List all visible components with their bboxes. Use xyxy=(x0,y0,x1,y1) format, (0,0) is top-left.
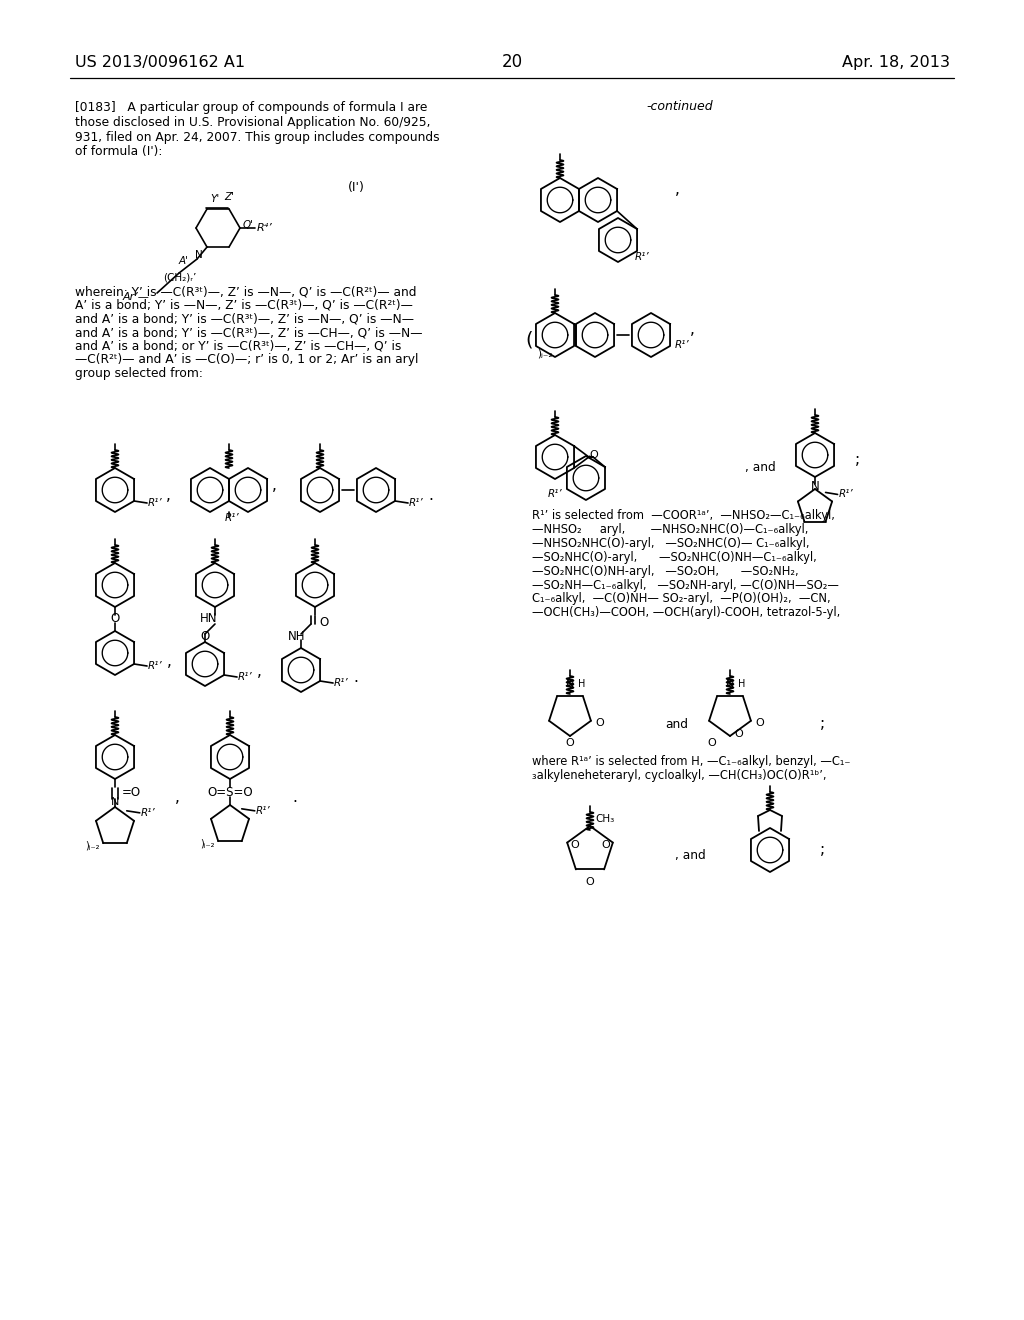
Text: ;: ; xyxy=(855,453,860,467)
Text: ,: , xyxy=(257,664,262,680)
Text: , and: , and xyxy=(675,849,706,862)
Text: Z': Z' xyxy=(224,191,234,202)
Text: —SO₂NHC(O)NH-aryl,   —SO₂OH,      —SO₂NH₂,: —SO₂NHC(O)NH-aryl, —SO₂OH, —SO₂NH₂, xyxy=(532,565,799,578)
Text: Ar’—: Ar’— xyxy=(122,292,150,302)
Text: O: O xyxy=(589,450,598,459)
Text: —NHSO₂NHC(O)-aryl,   —SO₂NHC(O)— C₁₋₆alkyl,: —NHSO₂NHC(O)-aryl, —SO₂NHC(O)— C₁₋₆alkyl… xyxy=(532,537,810,550)
Text: )ⱼ₋₂: )ⱼ₋₂ xyxy=(85,840,99,850)
Text: O=S=O: O=S=O xyxy=(207,785,253,799)
Text: —SO₂NH—C₁₋₆alkyl,   —SO₂NH-aryl, —C(O)NH—SO₂—: —SO₂NH—C₁₋₆alkyl, —SO₂NH-aryl, —C(O)NH—S… xyxy=(532,578,839,591)
Text: R¹’: R¹’ xyxy=(225,513,240,523)
Text: ;: ; xyxy=(820,842,825,858)
Text: O: O xyxy=(734,729,742,739)
Text: R¹’: R¹’ xyxy=(148,661,163,671)
Text: of formula (I'):: of formula (I'): xyxy=(75,145,163,158)
Text: —C(R²ᵗ)— and A’ is —C(O)—; r’ is 0, 1 or 2; Ar’ is an aryl: —C(R²ᵗ)— and A’ is —C(O)—; r’ is 0, 1 or… xyxy=(75,352,419,366)
Text: ,: , xyxy=(675,182,680,198)
Text: group selected from:: group selected from: xyxy=(75,367,203,380)
Text: O: O xyxy=(565,738,574,748)
Text: (: ( xyxy=(525,330,534,350)
Text: and A’ is a bond; or Y’ is —C(R³ᵗ)—, Z’ is —CH—, Q’ is: and A’ is a bond; or Y’ is —C(R³ᵗ)—, Z’ … xyxy=(75,339,401,352)
Text: ₃alkyleneheteraryl, cycloalkyl, —CH(CH₃)OC(O)R¹ᵇ’,: ₃alkyleneheteraryl, cycloalkyl, —CH(CH₃)… xyxy=(532,770,826,783)
Text: C₁₋₆alkyl,  —C(O)NH— SO₂-aryl,  —P(O)(OH)₂,  —CN,: C₁₋₆alkyl, —C(O)NH— SO₂-aryl, —P(O)(OH)₂… xyxy=(532,593,830,606)
Text: —OCH(CH₃)—COOH, —OCH(aryl)-COOH, tetrazol-5-yl,: —OCH(CH₃)—COOH, —OCH(aryl)-COOH, tetrazo… xyxy=(532,606,841,619)
Text: ,: , xyxy=(167,653,172,668)
Text: R¹’ is selected from  —COOR¹ᵃ’,  —NHSO₂—C₁₋₆alkyl,: R¹’ is selected from —COOR¹ᵃ’, —NHSO₂—C₁… xyxy=(532,510,835,523)
Text: R¹’: R¹’ xyxy=(256,805,270,816)
Text: O: O xyxy=(595,718,604,727)
Text: R¹’: R¹’ xyxy=(148,498,163,508)
Text: O: O xyxy=(755,718,764,727)
Text: H: H xyxy=(738,678,745,689)
Text: N: N xyxy=(566,678,574,689)
Text: R¹’: R¹’ xyxy=(409,498,424,508)
Text: Q': Q' xyxy=(243,220,254,230)
Text: 20: 20 xyxy=(502,53,522,71)
Text: NH: NH xyxy=(288,631,306,644)
Text: those disclosed in U.S. Provisional Application No. 60/925,: those disclosed in U.S. Provisional Appl… xyxy=(75,116,430,129)
Text: O: O xyxy=(601,840,610,850)
Text: O: O xyxy=(201,630,210,643)
Text: and A’ is a bond; Y’ is —C(R³ᵗ)—, Z’ is —N—, Q’ is —N—: and A’ is a bond; Y’ is —C(R³ᵗ)—, Z’ is … xyxy=(75,313,414,326)
Text: Apr. 18, 2013: Apr. 18, 2013 xyxy=(842,54,950,70)
Text: A’ is a bond; Y’ is —N—, Z’ is —C(R³ᵗ)—, Q’ is —C(R²ᵗ)—: A’ is a bond; Y’ is —N—, Z’ is —C(R³ᵗ)—,… xyxy=(75,300,413,312)
Text: N: N xyxy=(811,480,819,494)
Text: -continued: -continued xyxy=(647,99,714,112)
Text: R¹’: R¹’ xyxy=(675,341,689,350)
Text: R¹’: R¹’ xyxy=(839,490,853,499)
Text: N: N xyxy=(111,797,119,807)
Text: HN: HN xyxy=(201,612,218,626)
Text: US 2013/0096162 A1: US 2013/0096162 A1 xyxy=(75,54,245,70)
Text: )ⱼ₋₂: )ⱼ₋₂ xyxy=(200,838,214,847)
Text: N: N xyxy=(196,249,203,260)
Text: R⁴’: R⁴’ xyxy=(257,223,272,234)
Text: O: O xyxy=(708,738,717,748)
Text: O: O xyxy=(570,840,579,850)
Text: .: . xyxy=(292,789,297,804)
Text: wherein: Y’ is —C(R³ᵗ)—, Z’ is —N—, Q’ is —C(R²ᵗ)— and: wherein: Y’ is —C(R³ᵗ)—, Z’ is —N—, Q’ i… xyxy=(75,285,417,298)
Text: CH₃: CH₃ xyxy=(595,814,614,824)
Text: .: . xyxy=(353,671,358,685)
Text: O: O xyxy=(319,616,329,630)
Text: A': A' xyxy=(179,256,189,267)
Text: ,: , xyxy=(166,488,171,503)
Text: and A’ is a bond; Y’ is —C(R³ᵗ)—, Z’ is —CH—, Q’ is —N—: and A’ is a bond; Y’ is —C(R³ᵗ)—, Z’ is … xyxy=(75,326,423,339)
Text: O: O xyxy=(586,876,594,887)
Text: (CH₂)ᵣ’: (CH₂)ᵣ’ xyxy=(163,272,197,282)
Text: N: N xyxy=(726,678,734,689)
Text: R¹’: R¹’ xyxy=(547,488,562,499)
Text: , and: , and xyxy=(745,461,776,474)
Text: ;: ; xyxy=(820,717,825,731)
Text: ,: , xyxy=(175,789,180,804)
Text: R¹’: R¹’ xyxy=(334,678,349,688)
Text: .: . xyxy=(428,488,433,503)
Text: R¹’: R¹’ xyxy=(635,252,649,261)
Text: O: O xyxy=(111,612,120,626)
Text: 931, filed on Apr. 24, 2007. This group includes compounds: 931, filed on Apr. 24, 2007. This group … xyxy=(75,131,439,144)
Text: [0183]   A particular group of compounds of formula I are: [0183] A particular group of compounds o… xyxy=(75,102,427,115)
Text: —SO₂NHC(O)-aryl,      —SO₂NHC(O)NH—C₁₋₆alkyl,: —SO₂NHC(O)-aryl, —SO₂NHC(O)NH—C₁₋₆alkyl, xyxy=(532,550,817,564)
Text: and: and xyxy=(665,718,688,730)
Text: ,: , xyxy=(272,478,276,492)
Text: R¹’: R¹’ xyxy=(140,808,156,818)
Text: ,: , xyxy=(690,322,695,338)
Text: where R¹ᵃ’ is selected from H, —C₁₋₆alkyl, benzyl, —C₁₋: where R¹ᵃ’ is selected from H, —C₁₋₆alky… xyxy=(532,755,851,768)
Text: )ⱼ₋₂: )ⱼ₋₂ xyxy=(537,348,553,358)
Text: (I'): (I') xyxy=(348,181,365,194)
Text: —NHSO₂     aryl,       —NHSO₂NHC(O)—C₁₋₆alkyl,: —NHSO₂ aryl, —NHSO₂NHC(O)—C₁₋₆alkyl, xyxy=(532,523,808,536)
Text: R¹’: R¹’ xyxy=(238,672,253,682)
Text: H: H xyxy=(578,678,586,689)
Text: =O: =O xyxy=(122,787,141,800)
Text: Y': Y' xyxy=(210,194,219,205)
